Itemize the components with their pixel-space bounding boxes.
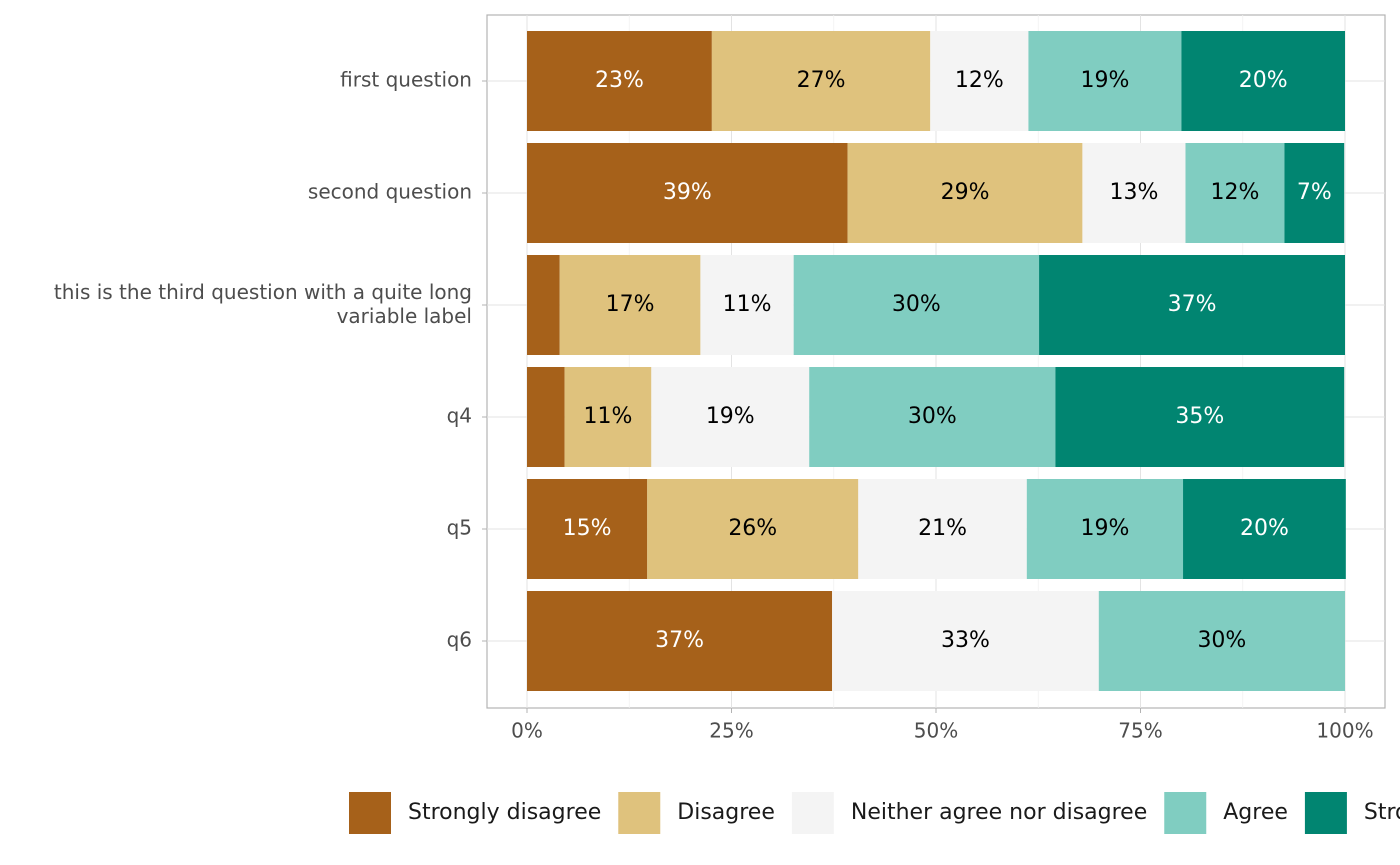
value-label: 20%	[1240, 516, 1289, 541]
bar-segment	[809, 367, 1056, 467]
value-label: 12%	[955, 68, 1004, 93]
value-label: 33%	[941, 628, 990, 653]
y-tick-label: q5	[447, 516, 472, 540]
bar-segment	[651, 367, 810, 467]
bar-segment	[527, 255, 560, 355]
legend-swatch	[618, 792, 661, 834]
value-label: 21%	[918, 516, 967, 541]
bar-segment	[527, 479, 648, 579]
value-label: 37%	[655, 628, 704, 653]
value-label: 7%	[1297, 180, 1332, 205]
value-label: 23%	[595, 68, 644, 93]
bar-segment	[1039, 255, 1345, 355]
value-label: 15%	[563, 516, 612, 541]
legend-label: Neither agree nor disagree	[851, 800, 1147, 825]
bar-segment	[700, 255, 794, 355]
x-tick-label: 0%	[511, 719, 543, 743]
y-tick-label: second question	[308, 180, 472, 204]
bar-segment	[527, 143, 848, 243]
value-label: 13%	[1110, 180, 1159, 205]
bar-segment	[527, 367, 565, 467]
value-label: 11%	[584, 404, 633, 429]
y-tick-label: q4	[447, 404, 472, 428]
value-label: 19%	[706, 404, 755, 429]
bar-segment	[793, 255, 1040, 355]
bar-segment	[1284, 143, 1345, 243]
bar-segment	[527, 31, 712, 131]
value-label: 27%	[797, 68, 846, 93]
bar-segment	[858, 479, 1027, 579]
legend-swatch	[349, 792, 391, 834]
bar-segment	[1185, 143, 1285, 243]
value-label: 30%	[892, 292, 941, 317]
bar-segment	[832, 591, 1099, 691]
bar-segment	[1183, 479, 1346, 579]
legend-swatch	[791, 792, 834, 834]
legend-label: Agree	[1223, 800, 1288, 825]
value-label: 12%	[1211, 180, 1260, 205]
value-label: 11%	[723, 292, 772, 317]
legend-swatch	[1304, 792, 1347, 834]
bar-segment	[930, 31, 1029, 131]
value-label: 20%	[1239, 68, 1288, 93]
value-label: 30%	[1197, 628, 1246, 653]
y-tick-label: q6	[447, 628, 472, 652]
bar-segment	[711, 31, 931, 131]
bar-segment	[527, 591, 833, 691]
bar-segment	[1055, 367, 1345, 467]
value-label: 37%	[1168, 292, 1217, 317]
bar-segment	[1082, 143, 1186, 243]
value-label: 29%	[941, 180, 990, 205]
x-tick-label: 25%	[709, 719, 753, 743]
bar-segment	[559, 255, 701, 355]
bar-segment	[647, 479, 859, 579]
value-label: 26%	[728, 516, 777, 541]
bar-segment	[1026, 479, 1184, 579]
value-label: 19%	[1080, 68, 1129, 93]
y-tick-label: first question	[340, 68, 472, 92]
y-tick-label: this is the third question with a quite …	[54, 280, 472, 328]
value-label: 19%	[1080, 516, 1129, 541]
bar-segment	[1028, 31, 1182, 131]
x-tick-label: 100%	[1316, 719, 1373, 743]
value-label: 30%	[908, 404, 957, 429]
value-label: 35%	[1175, 404, 1224, 429]
legend-label: Strongly agree	[1364, 800, 1400, 825]
bar-segment	[1098, 591, 1345, 691]
x-tick-label: 75%	[1118, 719, 1162, 743]
legend-label: Disagree	[677, 800, 775, 825]
legend-swatch	[1164, 792, 1207, 834]
value-label: 39%	[663, 180, 712, 205]
bar-segment	[564, 367, 652, 467]
bar-segment	[847, 143, 1083, 243]
value-label: 17%	[606, 292, 655, 317]
x-tick-label: 50%	[914, 719, 958, 743]
bar-segment	[1181, 31, 1345, 131]
legend-label: Strongly disagree	[408, 800, 601, 825]
